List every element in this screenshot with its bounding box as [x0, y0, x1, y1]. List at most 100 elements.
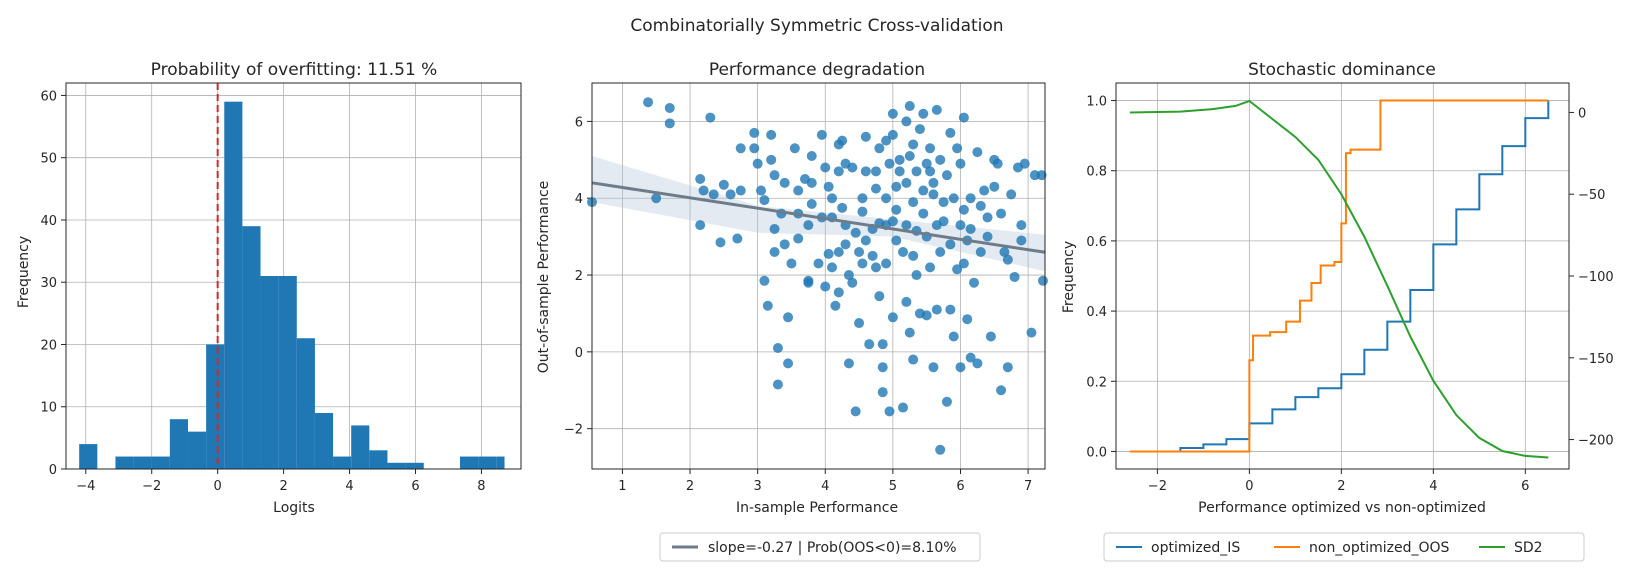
histogram-bar: [224, 101, 243, 469]
scatter-point: [850, 227, 861, 238]
histogram-bar: [187, 431, 207, 469]
stochastic-y2tick-label: −50: [1578, 188, 1605, 203]
scatter-point: [772, 379, 783, 390]
scatter-point: [975, 200, 986, 211]
histogram-ytick-label: 10: [40, 401, 57, 416]
scatter-point: [850, 406, 861, 417]
scatter-point: [972, 147, 983, 158]
scatter-point: [752, 158, 763, 169]
scatter-point: [779, 177, 790, 188]
scatter-point: [820, 281, 831, 292]
scatter-point: [996, 385, 1007, 396]
scatter-point: [921, 158, 932, 169]
scatter-point: [945, 127, 956, 138]
scatter-point: [928, 189, 939, 200]
scatter-point: [816, 129, 827, 140]
scatter-point: [904, 327, 915, 338]
scatter-point: [857, 193, 868, 204]
scatter-point: [891, 181, 902, 192]
histogram-ytick-label: 30: [40, 276, 57, 291]
scatter-point: [837, 135, 848, 146]
scatter-point: [766, 154, 777, 165]
scatter-point: [837, 202, 848, 213]
scatter-point: [918, 108, 929, 119]
stochastic-ytick-label: 0.8: [1086, 165, 1107, 180]
scatter-point: [898, 402, 909, 413]
histogram-axes-frame: [65, 82, 522, 470]
histogram-xlabel: Logits: [273, 500, 315, 516]
scatter-point: [965, 193, 976, 204]
scatter-point: [894, 166, 905, 177]
scatter-point: [931, 304, 942, 315]
scatter-point: [769, 246, 780, 257]
stochastic-xtick-label: 0: [1245, 479, 1253, 494]
scatter-point: [884, 158, 895, 169]
stochastic-xtick-label: 2: [1337, 479, 1345, 494]
scatter-point: [931, 104, 942, 115]
scatter-point: [965, 352, 976, 363]
histogram-bar: [169, 419, 188, 469]
scatter-point: [847, 162, 858, 173]
scatter-point: [958, 204, 969, 215]
stochastic-ytick-label: 0.0: [1086, 445, 1107, 460]
scatter-point: [989, 181, 1000, 192]
scatter-point: [901, 116, 912, 127]
scatter-point: [894, 154, 905, 165]
scatter-point: [860, 166, 871, 177]
scatter-point: [877, 387, 888, 398]
scatter-point: [759, 275, 770, 286]
scatter-point: [958, 258, 969, 269]
scatter-point: [854, 318, 865, 329]
scatter-point: [870, 183, 881, 194]
series-line-optimized-is: [1129, 100, 1550, 453]
stochastic-ylabel: Frequency: [1061, 241, 1077, 313]
histogram-ytick-label: 60: [40, 89, 57, 104]
scatter-point: [864, 339, 875, 350]
scatter-point: [884, 406, 895, 417]
histogram-xtick-label: 6: [411, 479, 419, 494]
histogram-bar: [260, 276, 279, 469]
scatter-point: [955, 158, 966, 169]
scatter-point: [908, 354, 919, 365]
scatter-point: [1026, 327, 1037, 338]
stochastic-xtick-label: 6: [1521, 479, 1529, 494]
histogram-bar: [151, 456, 170, 469]
series-line-sd2: [1129, 99, 1549, 459]
scatter-point: [898, 246, 909, 257]
scatter-point: [823, 248, 834, 259]
scatter-xtick-label: 2: [686, 479, 694, 494]
scatter-point: [945, 304, 956, 315]
scatter-point: [1016, 220, 1027, 231]
scatter-point: [918, 208, 929, 219]
scatter-point: [664, 102, 675, 113]
histogram-xtick-label: −4: [76, 479, 95, 494]
scatter-point: [772, 343, 783, 354]
scatter-point: [969, 277, 980, 288]
scatter-point: [948, 193, 959, 204]
scatter-point: [762, 300, 773, 311]
scatter-point: [823, 181, 834, 192]
scatter-ytick-label: 2: [575, 269, 583, 284]
scatter-point: [803, 220, 814, 231]
scatter-point: [803, 277, 814, 288]
stochastic-y2tick-label: 0: [1578, 106, 1586, 121]
scatter-point: [843, 358, 854, 369]
histogram-panel: Probability of overfitting: 11.51 % Logi…: [16, 60, 522, 516]
scatter-point: [941, 396, 952, 407]
scatter-point: [793, 185, 804, 196]
scatter-point: [891, 204, 902, 215]
scatter-point: [931, 220, 942, 231]
scatter-point: [847, 277, 858, 288]
histogram-xtick-label: 2: [279, 479, 287, 494]
scatter-ylabel: Out-of-sample Performance: [536, 181, 552, 374]
histogram-ylabel: Frequency: [16, 236, 32, 308]
scatter-point: [860, 235, 871, 246]
scatter-point: [783, 358, 794, 369]
scatter-point: [965, 223, 976, 234]
histogram-bar: [79, 444, 98, 469]
scatter-point: [830, 300, 841, 311]
stochastic-ytick-label: 0.2: [1086, 375, 1107, 390]
scatter-xtick-label: 6: [956, 479, 964, 494]
scatter-point: [975, 246, 986, 257]
scatter-point: [1016, 235, 1027, 246]
